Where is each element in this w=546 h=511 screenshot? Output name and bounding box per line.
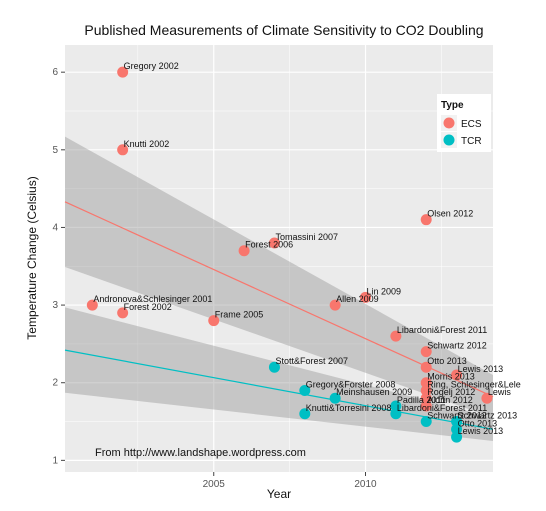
legend-swatch-tcr [443, 134, 455, 146]
point-ecs [420, 400, 432, 412]
point-label: Libardoni&Forest 2011 [397, 403, 487, 413]
point-ecs [420, 384, 432, 396]
point-label: Frame 2005 [215, 310, 264, 320]
x-tick-label: 2010 [354, 479, 377, 490]
y-tick-label: 4 [52, 222, 58, 233]
point-label: Allen 2009 [336, 294, 379, 304]
y-tick-label: 2 [52, 378, 58, 389]
point-label: Stott&Forest 2007 [275, 356, 348, 366]
y-tick-label: 1 [52, 455, 58, 466]
point-label: Gregory&Forster 2008 [306, 379, 396, 389]
point-label: Knutti 2002 [124, 139, 170, 149]
point-ecs [390, 330, 402, 342]
point-label: Otto 2013 [458, 418, 498, 428]
point-labels: Gregory 2002 Knutti 2002 Andronova&Schlesi… [93, 61, 520, 436]
legend-swatch-ecs [443, 117, 455, 129]
point-label: Knutti&Torresini 2008 [306, 403, 392, 413]
point-label: Ring, Schlesinger&Lele [427, 379, 521, 389]
point-tcr [390, 400, 402, 412]
point-ecs [360, 291, 372, 303]
point-ecs [268, 237, 280, 249]
point-label: Gregory 2002 [124, 61, 179, 71]
point-label: Lewis [488, 387, 512, 397]
point-tcr [299, 408, 311, 420]
gridlines [65, 45, 493, 472]
point-ecs [117, 307, 129, 319]
point-ecs [420, 392, 432, 404]
point-tcr [329, 392, 341, 404]
point-tcr [451, 416, 463, 428]
point-ecs [117, 144, 129, 156]
point-label: Schwartz 2012 [427, 411, 487, 421]
point-label: Forest 2002 [124, 302, 172, 312]
chart-title: Published Measurements of Climate Sensit… [84, 22, 483, 38]
point-label: Lin 2009 [367, 286, 402, 296]
point-ecs [86, 299, 98, 311]
point-label: Schwartz 2013 [458, 411, 518, 421]
point-label: Lewis 2013 [458, 426, 504, 436]
point-label: Rogelj 2012 [427, 387, 475, 397]
point-ecs [420, 346, 432, 358]
point-label: Lewis 2013 [458, 364, 504, 374]
x-axis-title: Year [267, 487, 291, 501]
point-ecs [117, 66, 129, 78]
point-label: Andronova&Schlesinger 2001 [93, 294, 212, 304]
point-tcr [268, 361, 280, 373]
point-tcr [390, 408, 402, 420]
legend-title: Type [441, 100, 464, 111]
x-axis-ticks: 2005 2010 [203, 472, 377, 490]
point-tcr [451, 423, 463, 435]
x-tick-label: 2005 [203, 479, 226, 490]
point-label: Olsen 2012 [427, 209, 473, 219]
point-ecs [208, 315, 220, 327]
point-label: Otto 2013 [427, 356, 467, 366]
legend-label-ecs: ECS [461, 119, 482, 130]
point-label: Tomassini 2007 [275, 232, 338, 242]
point-tcr [420, 416, 432, 428]
point-tcr [299, 384, 311, 396]
legend-entries: ECS TCR [441, 115, 482, 148]
point-ecs [329, 299, 341, 311]
point-label: Libardoni&Forest 2011 [397, 325, 487, 335]
source-annotation: From http://www.landshape.wordpress.com [95, 447, 306, 459]
data-points [86, 66, 493, 443]
point-ecs [420, 377, 432, 389]
point-label: Meinshausen 2009 [336, 387, 412, 397]
legend: Type ECS TCR [437, 94, 491, 152]
legend-label-tcr: TCR [461, 136, 482, 147]
trend-line-tcr [64, 349, 494, 430]
point-ecs [238, 245, 250, 257]
point-ecs [420, 361, 432, 373]
y-tick-label: 3 [52, 300, 58, 311]
y-tick-label: 6 [52, 67, 58, 78]
y-tick-label: 5 [52, 145, 58, 156]
point-label: Forest 2006 [245, 240, 293, 250]
point-label: Morris 2013 [427, 372, 475, 382]
point-label: Schwartz 2012 [427, 341, 487, 351]
confidence-band-tcr [65, 307, 493, 441]
point-ecs [481, 392, 493, 404]
point-ecs [420, 214, 432, 226]
point-tcr [451, 431, 463, 443]
y-axis-ticks: 1 2 3 4 5 6 [52, 67, 65, 466]
point-label: Padilla 2011 [397, 395, 446, 405]
point-label: Aldrin 2012 [427, 395, 473, 405]
point-ecs [451, 369, 463, 381]
y-axis-title: Temperature Change (Celsius) [25, 176, 39, 339]
